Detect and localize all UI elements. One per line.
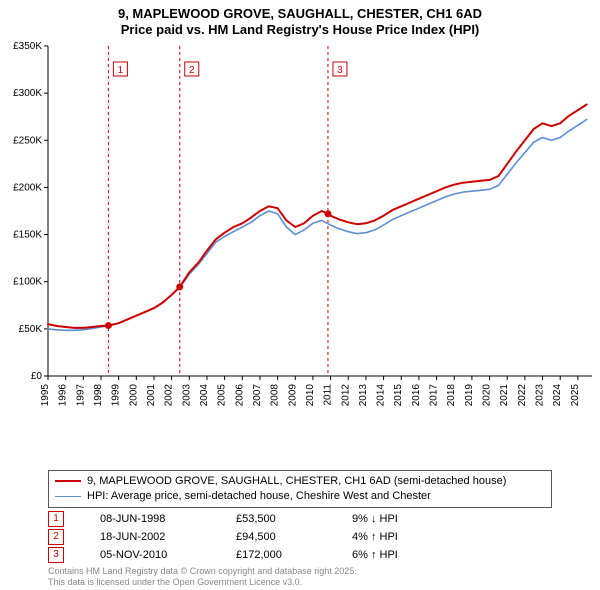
svg-text:2011: 2011 <box>323 384 334 406</box>
marker-price-2: £94,500 <box>236 531 316 543</box>
svg-text:£250K: £250K <box>13 135 42 146</box>
svg-text:2000: 2000 <box>128 384 139 407</box>
svg-text:3: 3 <box>337 65 343 76</box>
svg-text:1995: 1995 <box>40 384 51 407</box>
footer-line-1: Contains HM Land Registry data © Crown c… <box>48 566 357 577</box>
legend-label-blue: HPI: Average price, semi-detached house,… <box>87 489 431 504</box>
marker-detail-list: 1 08-JUN-1998 £53,500 9% ↓ HPI 2 18-JUN-… <box>48 510 432 564</box>
svg-text:2007: 2007 <box>252 384 263 407</box>
marker-price-1: £53,500 <box>236 513 316 525</box>
svg-text:£0: £0 <box>31 371 43 382</box>
marker-price-3: £172,000 <box>236 549 316 561</box>
svg-text:1997: 1997 <box>75 384 86 407</box>
legend: 9, MAPLEWOOD GROVE, SAUGHALL, CHESTER, C… <box>48 470 552 508</box>
svg-text:1998: 1998 <box>93 384 104 407</box>
svg-text:£100K: £100K <box>13 277 42 288</box>
marker-row-2: 2 18-JUN-2002 £94,500 4% ↑ HPI <box>48 528 432 546</box>
marker-badge-1: 1 <box>48 511 64 527</box>
marker-row-3: 3 05-NOV-2010 £172,000 6% ↑ HPI <box>48 546 432 564</box>
svg-text:2006: 2006 <box>234 384 245 407</box>
svg-text:2013: 2013 <box>358 384 369 407</box>
marker-delta-3: 6% ↑ HPI <box>352 549 432 561</box>
legend-row-blue: HPI: Average price, semi-detached house,… <box>55 489 545 504</box>
svg-text:2018: 2018 <box>446 384 457 407</box>
svg-text:2009: 2009 <box>287 384 298 407</box>
chart-container: 9, MAPLEWOOD GROVE, SAUGHALL, CHESTER, C… <box>0 0 600 590</box>
legend-label-red: 9, MAPLEWOOD GROVE, SAUGHALL, CHESTER, C… <box>87 474 506 489</box>
svg-text:1996: 1996 <box>58 384 69 407</box>
svg-text:£50K: £50K <box>19 324 43 335</box>
svg-text:2017: 2017 <box>429 384 440 407</box>
title-line-2: Price paid vs. HM Land Registry's House … <box>0 22 600 38</box>
svg-text:2020: 2020 <box>482 384 493 407</box>
marker-date-2: 18-JUN-2002 <box>100 531 200 543</box>
svg-text:£150K: £150K <box>13 230 42 241</box>
svg-text:2012: 2012 <box>340 384 351 407</box>
svg-text:2004: 2004 <box>199 384 210 407</box>
svg-text:2001: 2001 <box>146 384 157 407</box>
chart-plot-area: £0 £50K £100K £150K £200K £250K £300K £350K 1995… <box>0 42 600 424</box>
chart-svg: £0 £50K £100K £150K £200K £250K £300K £350K 1995… <box>0 42 600 424</box>
legend-swatch-blue <box>55 496 81 497</box>
svg-text:2023: 2023 <box>535 384 546 407</box>
svg-text:2016: 2016 <box>411 384 422 407</box>
marker-delta-2: 4% ↑ HPI <box>352 531 432 543</box>
svg-text:2021: 2021 <box>499 384 510 407</box>
marker-date-1: 08-JUN-1998 <box>100 513 200 525</box>
title-line-1: 9, MAPLEWOOD GROVE, SAUGHALL, CHESTER, C… <box>0 6 600 22</box>
svg-text:2019: 2019 <box>464 384 475 407</box>
svg-text:2008: 2008 <box>270 384 281 407</box>
svg-text:2010: 2010 <box>305 384 316 407</box>
svg-text:2005: 2005 <box>217 384 228 407</box>
svg-text:1999: 1999 <box>111 384 122 407</box>
svg-text:2003: 2003 <box>181 384 192 407</box>
marker-badge-2: 2 <box>48 529 64 545</box>
svg-text:£300K: £300K <box>13 88 42 99</box>
marker-row-1: 1 08-JUN-1998 £53,500 9% ↓ HPI <box>48 510 432 528</box>
legend-swatch-red <box>55 480 81 482</box>
svg-text:2002: 2002 <box>164 384 175 407</box>
svg-text:1: 1 <box>118 65 124 76</box>
svg-text:£350K: £350K <box>13 42 42 52</box>
svg-text:2014: 2014 <box>376 384 387 407</box>
svg-text:2015: 2015 <box>393 384 404 407</box>
marker-delta-1: 9% ↓ HPI <box>352 513 432 525</box>
footer-line-2: This data is licensed under the Open Gov… <box>48 577 357 588</box>
svg-text:2022: 2022 <box>517 384 528 407</box>
chart-title-block: 9, MAPLEWOOD GROVE, SAUGHALL, CHESTER, C… <box>0 0 600 39</box>
svg-text:£200K: £200K <box>13 182 42 193</box>
marker-badge-3: 3 <box>48 547 64 563</box>
svg-text:2024: 2024 <box>552 384 563 407</box>
svg-text:2025: 2025 <box>570 384 581 407</box>
marker-date-3: 05-NOV-2010 <box>100 549 200 561</box>
legend-row-red: 9, MAPLEWOOD GROVE, SAUGHALL, CHESTER, C… <box>55 474 545 489</box>
footer-attribution: Contains HM Land Registry data © Crown c… <box>48 566 357 588</box>
svg-text:2: 2 <box>189 65 195 76</box>
